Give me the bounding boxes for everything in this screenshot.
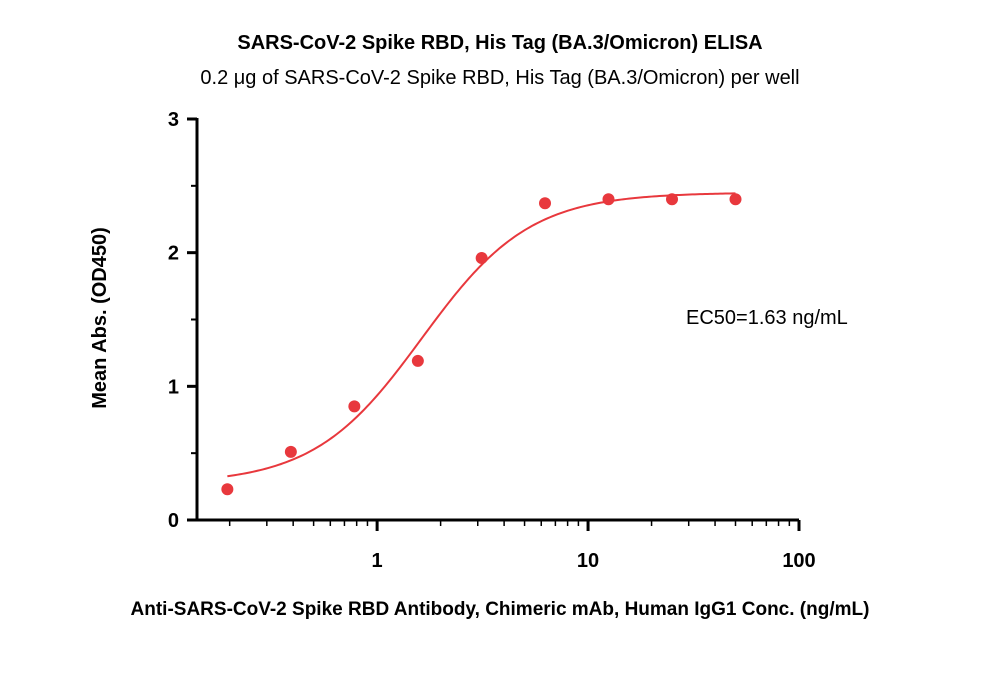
chart-subtitle: 0.2 μg of SARS-CoV-2 Spike RBD, His Tag … <box>200 67 800 89</box>
data-points <box>221 193 742 496</box>
data-point <box>284 445 297 458</box>
x-tick-label: 10 <box>577 550 599 572</box>
data-point <box>411 354 424 367</box>
data-point <box>475 252 488 265</box>
y-tick-label: 3 <box>168 109 179 131</box>
data-point <box>348 400 361 413</box>
y-tick-label: 1 <box>168 376 179 398</box>
data-point <box>539 197 552 210</box>
fit-curve <box>227 192 736 478</box>
y-tick-label: 2 <box>168 243 179 265</box>
data-point <box>729 193 742 206</box>
data-point <box>221 483 234 496</box>
ec50-annotation: EC50=1.63 ng/mL <box>686 307 848 329</box>
chart-title: SARS-CoV-2 Spike RBD, His Tag (BA.3/Omic… <box>237 32 763 54</box>
data-point <box>602 193 615 206</box>
y-tick-label: 0 <box>168 510 179 532</box>
fit-curve-group <box>227 192 736 478</box>
x-tick-label: 100 <box>782 550 815 572</box>
x-tick-label: 1 <box>372 550 383 572</box>
data-point <box>666 193 679 206</box>
x-axis-label: Anti-SARS-CoV-2 Spike RBD Antibody, Chim… <box>130 599 870 620</box>
axes: 0 1 2 3 1 10 100 <box>168 109 816 572</box>
y-axis-label: Mean Abs. (OD450) <box>89 227 111 409</box>
